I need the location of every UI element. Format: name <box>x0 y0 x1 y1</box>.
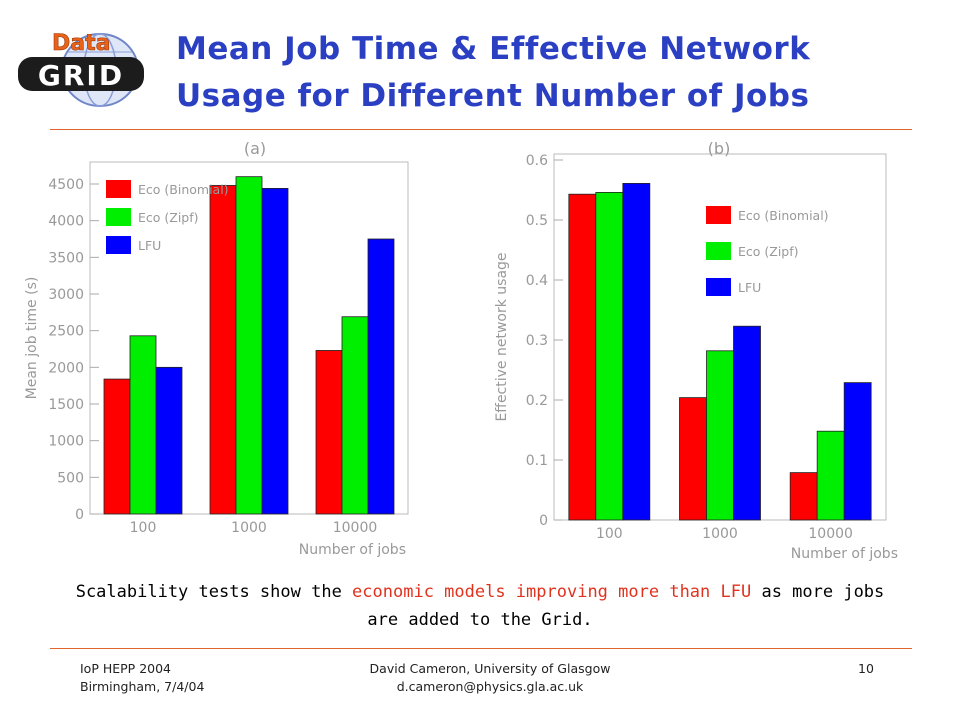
chart-b-bar <box>622 183 651 521</box>
chart-a-legend-swatch <box>106 236 131 254</box>
chart-b-legend-swatch <box>706 242 731 260</box>
chart-a-bar <box>367 238 395 515</box>
chart-a-x-tick-label: 100 <box>130 520 157 536</box>
chart-a-bar <box>129 335 157 515</box>
chart-b-legend-label: LFU <box>738 280 761 295</box>
chart-a-bar <box>103 378 131 515</box>
chart-a-bar <box>155 366 183 515</box>
chart-a-y-axis-label: Mean job time (s) <box>24 277 40 400</box>
chart-a-x-tick-label: 10000 <box>333 520 378 536</box>
chart-b-x-tick-label: 100 <box>596 526 623 542</box>
footer-author: David Cameron, University of Glasgow <box>369 661 611 676</box>
chart-b-legend-label: Eco (Binomial) <box>738 208 829 223</box>
chart-b-y-axis-label: Effective network usage <box>494 252 510 421</box>
chart-a-y-tick-label: 4500 <box>48 177 84 193</box>
chart-a-bar <box>209 185 237 515</box>
chart-b-legend-swatch <box>706 206 731 224</box>
chart-b: (b) 0 0.1 0.2 0.3 0.4 0.5 0.6 Effective network … <box>488 130 908 566</box>
chart-a-y-tick-label: 2500 <box>48 324 84 340</box>
chart-b-y-tick-label: 0.1 <box>526 453 548 469</box>
chart-a-y-tick-label: 1500 <box>48 397 84 413</box>
chart-b-y-tick-label: 0 <box>539 513 548 529</box>
footer-center: David Cameron, University of Glasgow d.c… <box>330 660 650 696</box>
chart-b-bar <box>789 472 818 521</box>
chart-b-legend-label: Eco (Zipf) <box>738 244 799 259</box>
chart-b-bar <box>843 382 872 521</box>
chart-b-x-tick-label: 1000 <box>702 526 738 542</box>
logo-data-text: Data <box>52 31 110 56</box>
chart-a-bar <box>261 188 289 515</box>
chart-a-legend-label: Eco (Binomial) <box>138 182 229 197</box>
chart-b-bar <box>733 325 761 521</box>
footer-page-number: 10 <box>858 661 874 676</box>
chart-b-bar <box>706 350 734 521</box>
chart-b-y-tick-label: 0.6 <box>526 153 548 169</box>
title-line-2: Usage for Different Number of Jobs <box>176 78 810 114</box>
chart-a-legend-label: Eco (Zipf) <box>138 210 199 225</box>
footer-location-date: Birmingham, 7/4/04 <box>80 679 205 694</box>
chart-a-y-tick-label: 500 <box>57 470 84 486</box>
chart-b-y-tick-label: 0.4 <box>526 273 548 289</box>
logo-grid-text: GRID <box>38 59 124 92</box>
chart-b-x-tick-label: 10000 <box>808 526 853 542</box>
header-divider <box>50 129 912 130</box>
chart-b-chart-title: (b) <box>708 139 731 158</box>
chart-a-y-tick-label: 1000 <box>48 434 84 450</box>
chart-a-x-tick-label: 1000 <box>231 520 267 536</box>
chart-a-legend-swatch <box>106 180 131 198</box>
chart-a-y-tick-label: 3000 <box>48 287 84 303</box>
chart-b-bar <box>568 193 597 521</box>
caption-highlight: economic models improving more than LFU <box>352 582 752 602</box>
chart-a-y-tick-label: 0 <box>75 507 84 523</box>
title-line-1: Mean Job Time & Effective Network <box>176 31 811 67</box>
footer-left: IoP HEPP 2004 Birmingham, 7/4/04 <box>80 660 204 696</box>
chart-a: (a) 0 500 1000 1500 2000 2500 3000 3500 4000 4500 M… <box>18 130 428 566</box>
page-title: Mean Job Time & Effective Network Usage … <box>176 26 936 120</box>
chart-a-x-axis-label: Number of jobs <box>299 542 406 558</box>
caption: Scalability tests show the economic mode… <box>60 578 900 634</box>
footer-divider <box>50 648 912 649</box>
chart-a-legend-label: LFU <box>138 238 161 253</box>
datagrid-logo: Data GRID <box>14 26 148 108</box>
chart-b-y-tick-label: 0.3 <box>526 333 548 349</box>
chart-a-y-tick-label: 4000 <box>48 214 84 230</box>
footer-email: d.cameron@physics.gla.ac.uk <box>396 679 584 694</box>
chart-a-y-tick-label: 2000 <box>48 360 84 376</box>
chart-b-bar <box>816 430 845 521</box>
footer-event: IoP HEPP 2004 <box>80 661 172 676</box>
chart-b-bar <box>595 192 624 521</box>
chart-b-y-tick-label: 0.2 <box>526 393 548 409</box>
chart-a-bar <box>315 350 343 515</box>
chart-b-x-axis-label: Number of jobs <box>791 546 898 562</box>
chart-a-legend-swatch <box>106 208 131 226</box>
chart-a-y-tick-label: 3500 <box>48 250 84 266</box>
chart-b-bar <box>679 397 707 521</box>
caption-part-1: Scalability tests show the <box>75 582 353 602</box>
caption-part-2: as more jobs are added to the Grid. <box>367 582 885 630</box>
chart-b-y-tick-label: 0.5 <box>526 213 548 229</box>
chart-a-bar <box>341 316 369 515</box>
chart-a-chart-title: (a) <box>244 139 266 158</box>
chart-b-legend-swatch <box>706 278 731 296</box>
chart-a-bar <box>235 176 263 515</box>
